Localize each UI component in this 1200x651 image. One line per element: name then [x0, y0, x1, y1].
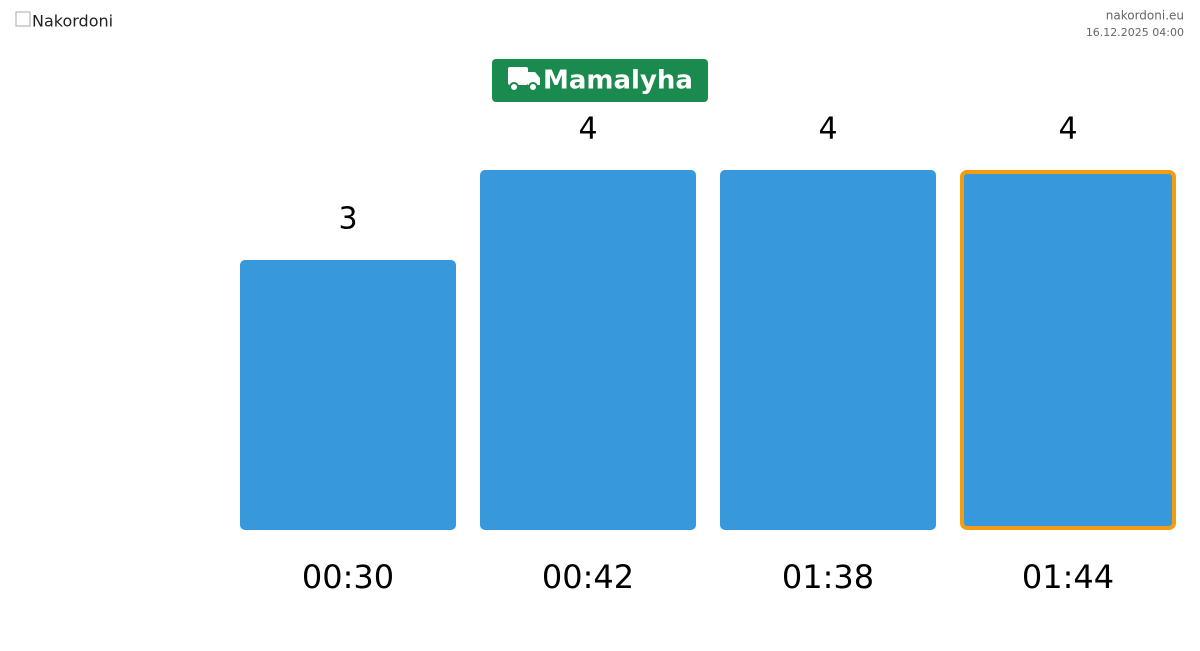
title-badge	[492, 59, 708, 102]
value-label: 3	[338, 202, 357, 237]
truck-icon	[508, 67, 540, 92]
broken-image-icon	[15, 11, 31, 27]
x-tick-label: 00:42	[542, 558, 634, 596]
value-label: 4	[578, 112, 597, 147]
value-label: 4	[818, 112, 837, 147]
site-name[interactable]: nakordoni.eu	[1106, 9, 1184, 23]
x-tick-label: 01:44	[1022, 558, 1114, 596]
x-tick-label: 00:30	[302, 558, 394, 596]
chart-title: Mamalyha	[543, 66, 693, 96]
bar	[720, 170, 936, 530]
x-tick-label: 01:38	[782, 558, 874, 596]
value-label: 4	[1058, 112, 1077, 147]
logo-alt: Nakordoni	[32, 12, 113, 31]
bar	[240, 260, 456, 530]
bar	[960, 170, 1176, 530]
timestamp: 16.12.2025 04:00	[1086, 26, 1184, 39]
bar	[480, 170, 696, 530]
